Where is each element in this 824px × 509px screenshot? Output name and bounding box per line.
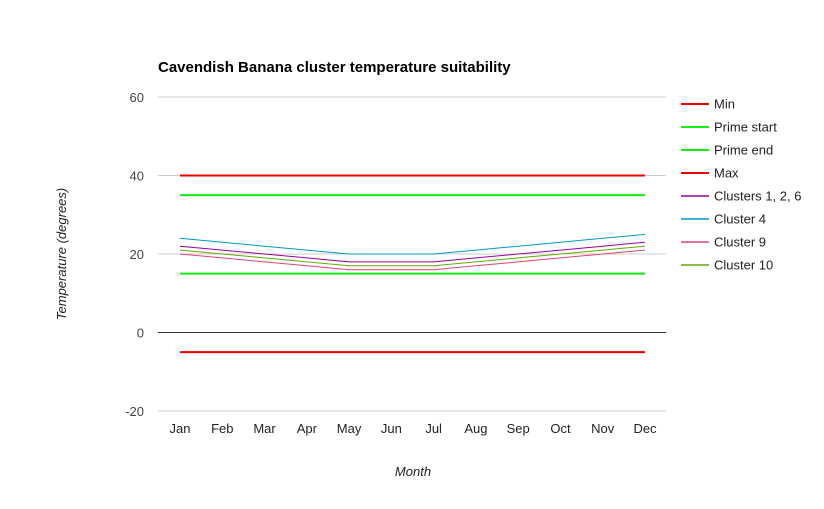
x-tick-labels: Jan Feb Mar Apr May Jun Jul Aug Sep Oct Nov Dec xyxy=(170,421,658,436)
x-tick-label: Jan xyxy=(170,421,191,436)
legend-label: Max xyxy=(714,166,739,181)
x-axis-label: Month xyxy=(395,464,431,479)
y-tick-label: 20 xyxy=(130,247,144,262)
legend-label: Cluster 4 xyxy=(714,212,766,227)
legend-label: Prime start xyxy=(714,120,777,135)
series-line-cluster-10 xyxy=(179,245,646,267)
legend-label: Prime end xyxy=(714,143,773,158)
chart-title: Cavendish Banana cluster temperature sui… xyxy=(158,59,511,76)
y-tick-label: -20 xyxy=(125,404,144,419)
series-lines xyxy=(179,174,646,354)
x-tick-label: Oct xyxy=(550,421,571,436)
y-tick-label: 60 xyxy=(130,90,144,105)
x-tick-label: Apr xyxy=(297,421,318,436)
legend-label: Cluster 9 xyxy=(714,235,766,250)
y-tick-label: 40 xyxy=(130,169,144,184)
x-tick-label: Mar xyxy=(253,421,276,436)
x-tick-label: Jun xyxy=(381,421,402,436)
x-tick-label: Sep xyxy=(507,421,530,436)
series-line-clusters-1-2-6 xyxy=(179,241,646,263)
x-tick-label: Dec xyxy=(633,421,657,436)
x-tick-label: May xyxy=(337,421,362,436)
legend-label: Cluster 10 xyxy=(714,258,773,273)
x-tick-label: Feb xyxy=(211,421,233,436)
legend-label: Min xyxy=(714,97,735,112)
legend-label: Clusters 1, 2, 6 xyxy=(714,189,801,204)
x-tick-label: Nov xyxy=(591,421,615,436)
series-line-cluster-9 xyxy=(179,249,646,271)
y-axis-label: Temperature (degrees) xyxy=(54,188,69,320)
y-tick-labels: -20 0 20 40 60 xyxy=(125,90,144,419)
legend: Min Prime start Prime end Max Clusters 1, 2,… xyxy=(681,97,801,273)
x-tick-label: Aug xyxy=(464,421,487,436)
x-tick-label: Jul xyxy=(425,421,442,436)
y-tick-label: 0 xyxy=(137,326,144,341)
series-line-cluster-4 xyxy=(179,233,646,255)
